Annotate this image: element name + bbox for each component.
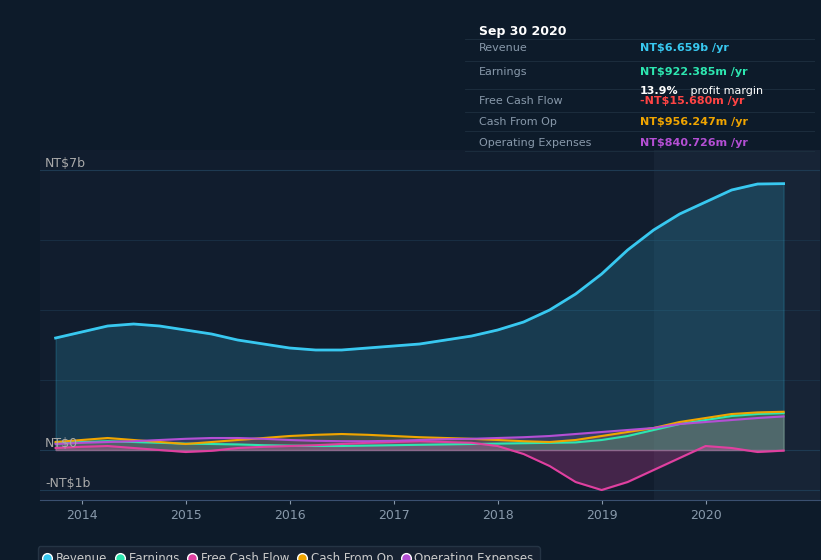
Bar: [654, 150, 820, 500]
Text: profit margin: profit margin: [687, 86, 764, 96]
Text: NT$0: NT$0: [45, 437, 78, 450]
Text: NT$922.385m /yr: NT$922.385m /yr: [640, 67, 748, 77]
Text: Free Cash Flow: Free Cash Flow: [479, 96, 562, 106]
Text: 13.9%: 13.9%: [640, 86, 679, 96]
Text: Revenue: Revenue: [479, 43, 528, 53]
Legend: Revenue, Earnings, Free Cash Flow, Cash From Op, Operating Expenses: Revenue, Earnings, Free Cash Flow, Cash …: [38, 547, 539, 560]
Text: NT$840.726m /yr: NT$840.726m /yr: [640, 138, 748, 148]
Text: Operating Expenses: Operating Expenses: [479, 138, 591, 148]
Text: NT$7b: NT$7b: [45, 157, 86, 170]
Text: Earnings: Earnings: [479, 67, 528, 77]
Text: -NT$15.680m /yr: -NT$15.680m /yr: [640, 96, 745, 106]
Text: NT$956.247m /yr: NT$956.247m /yr: [640, 117, 748, 127]
Text: -NT$1b: -NT$1b: [45, 477, 90, 490]
Text: Sep 30 2020: Sep 30 2020: [479, 25, 566, 38]
Text: NT$6.659b /yr: NT$6.659b /yr: [640, 43, 729, 53]
Text: Cash From Op: Cash From Op: [479, 117, 557, 127]
